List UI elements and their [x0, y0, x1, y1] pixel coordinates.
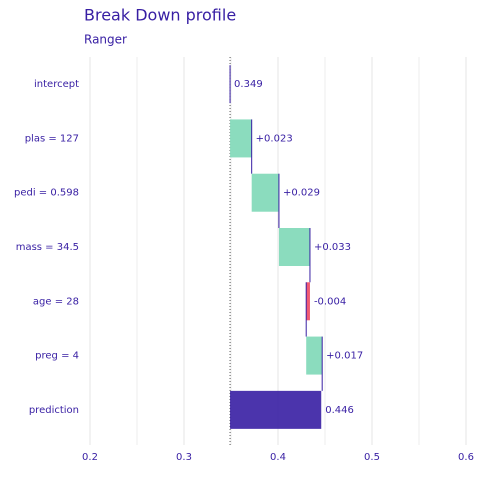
value-label: 0.446	[325, 405, 354, 416]
y-tick-label: preg = 4	[35, 351, 79, 362]
y-tick-label: prediction	[29, 405, 79, 416]
contribution-bar	[251, 173, 279, 212]
value-label: +0.017	[326, 351, 363, 362]
y-tick-label: age = 28	[33, 296, 79, 307]
value-label: +0.033	[314, 242, 351, 253]
x-tick-label: 0.5	[364, 452, 380, 463]
y-tick-label: mass = 34.5	[16, 242, 79, 253]
value-label: -0.004	[314, 296, 346, 307]
value-label: +0.029	[283, 188, 320, 199]
chart-title: Break Down profile	[84, 6, 236, 25]
x-tick-label: 0.4	[270, 452, 286, 463]
x-tick-label: 0.2	[82, 452, 98, 463]
chart-subtitle: Ranger	[84, 33, 127, 47]
y-tick-label: plas = 127	[25, 133, 79, 144]
x-tick-label: 0.6	[458, 452, 474, 463]
contribution-bar	[306, 336, 323, 375]
contribution-bar	[306, 282, 310, 321]
y-tick-label: pedi = 0.598	[14, 188, 79, 199]
contribution-bar	[278, 228, 310, 266]
prediction-bar	[230, 390, 322, 429]
value-label: +0.023	[256, 133, 293, 144]
y-tick-label: intercept	[34, 79, 79, 90]
contribution-bar	[230, 119, 252, 158]
value-label: 0.349	[234, 79, 263, 90]
x-tick-label: 0.3	[176, 452, 192, 463]
